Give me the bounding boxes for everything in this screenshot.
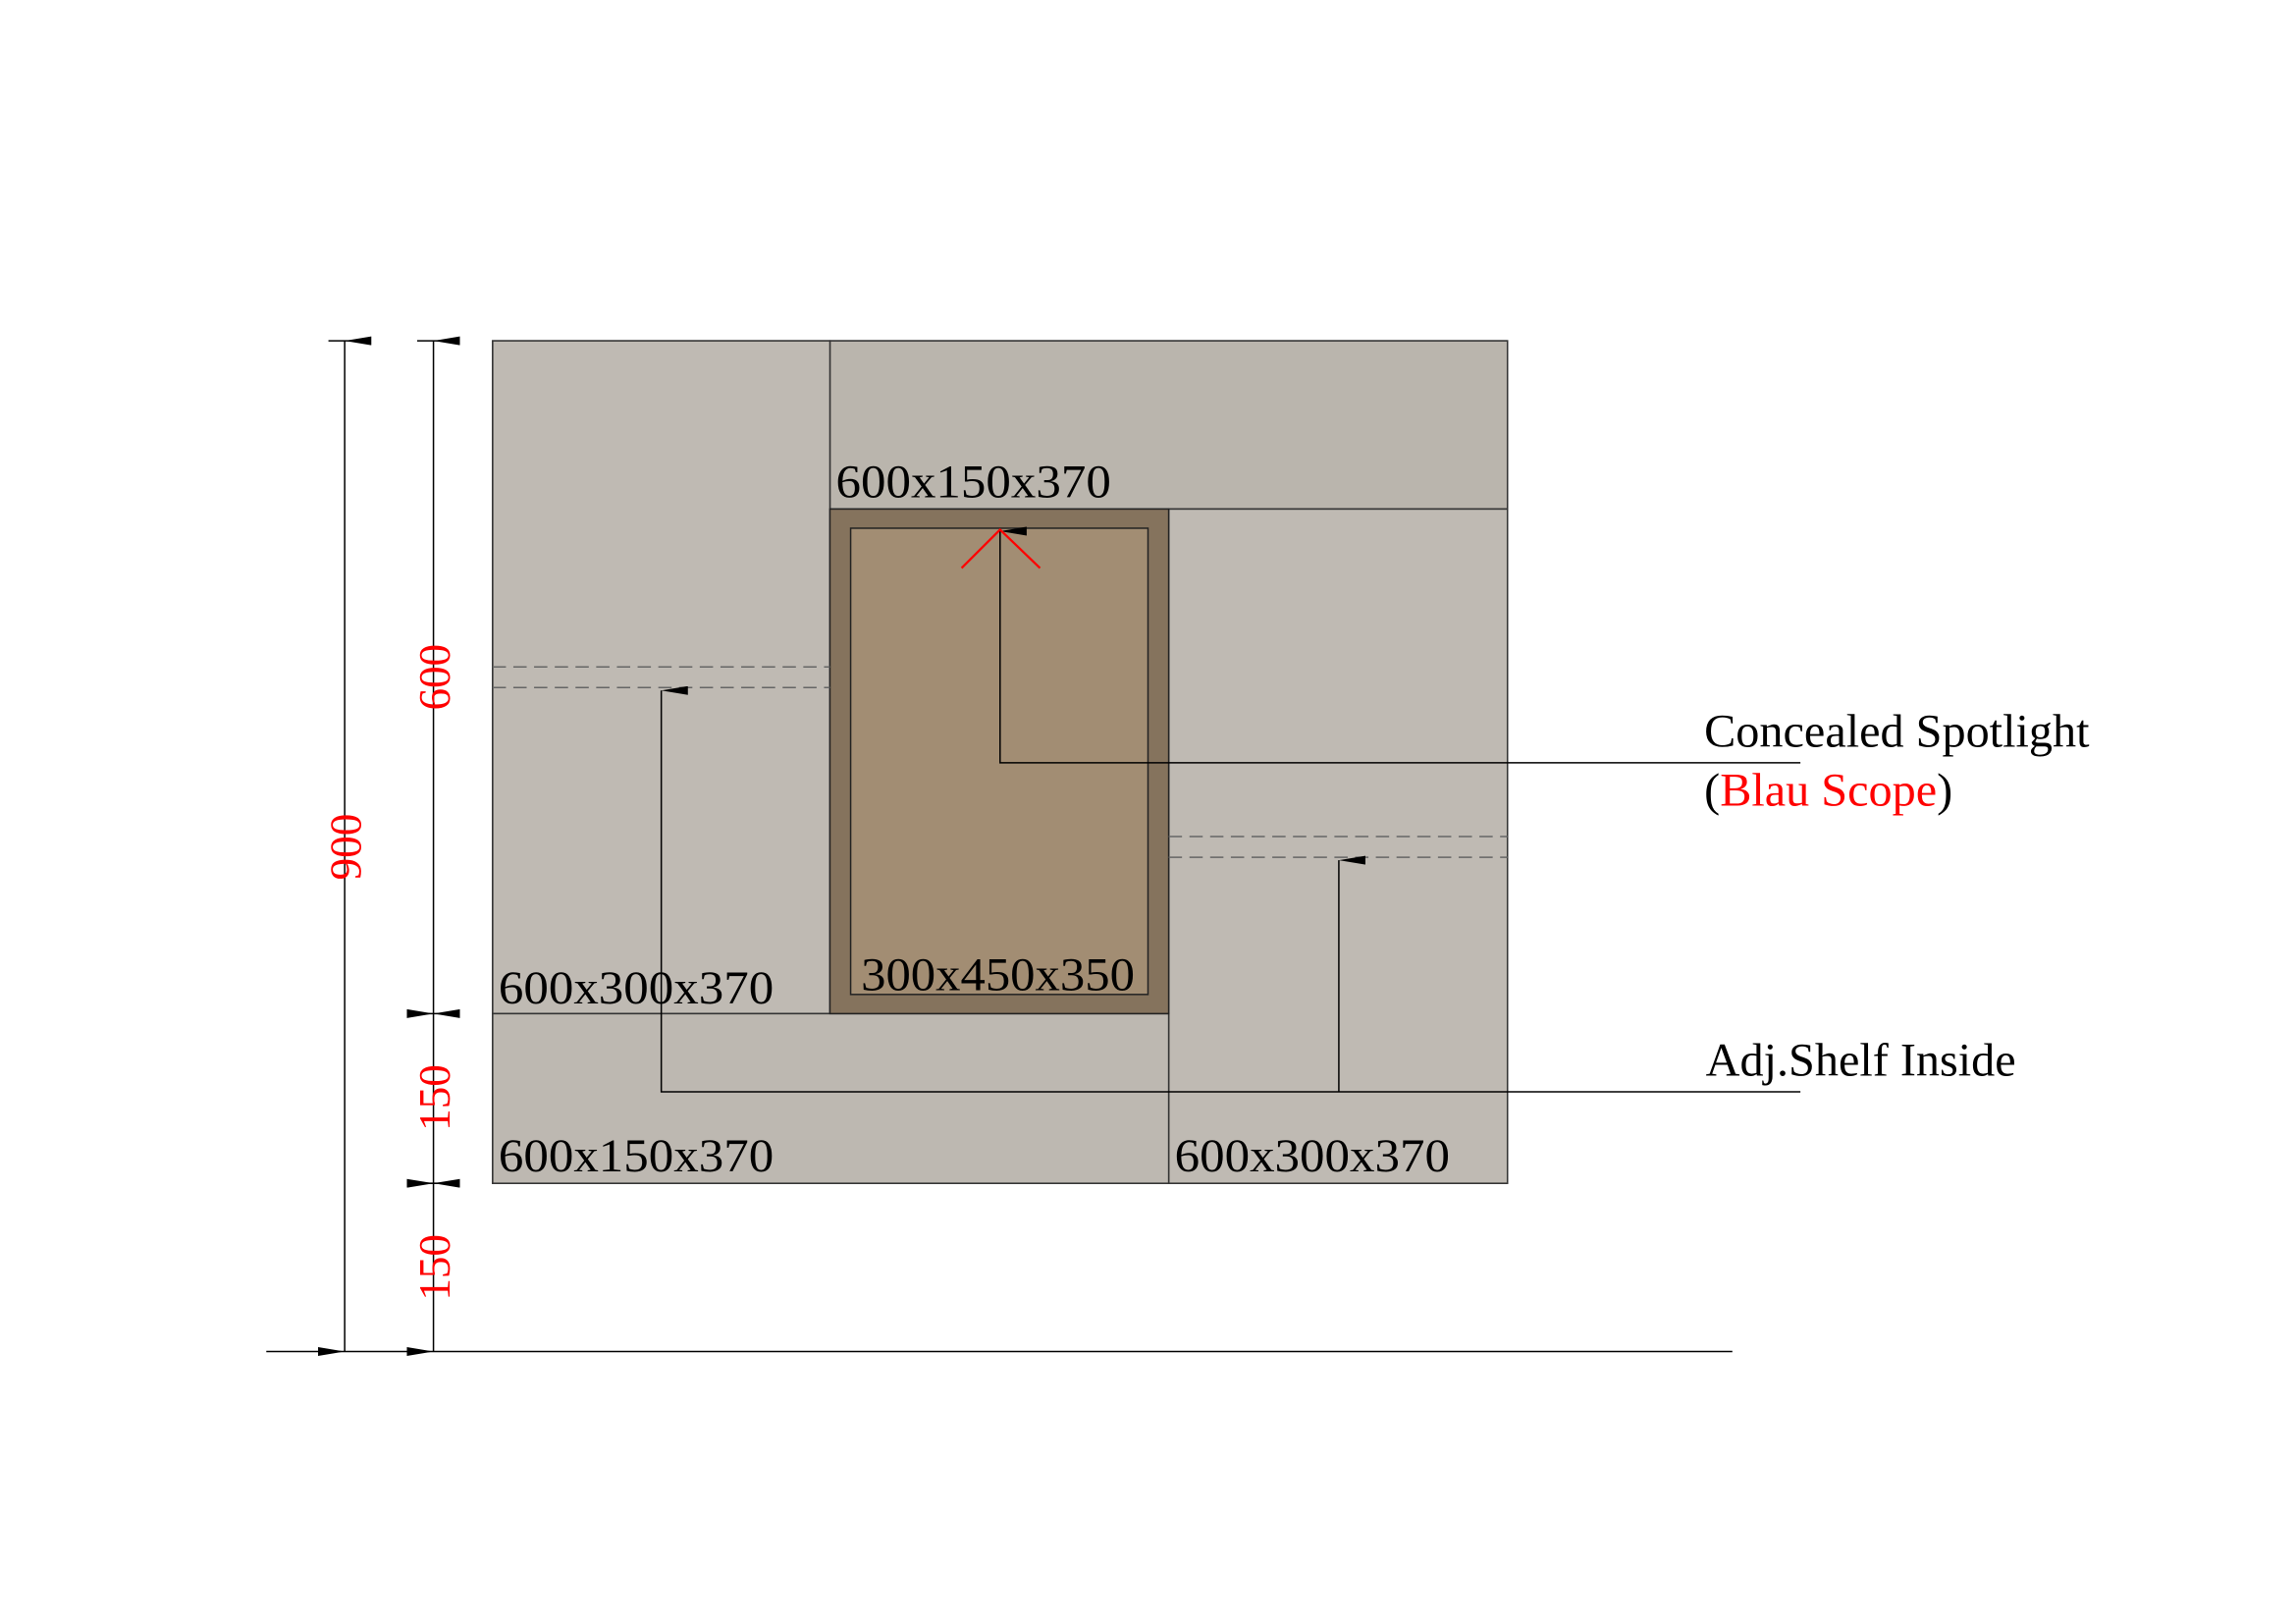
dimension-plinth: 150 [410, 1234, 459, 1301]
module-bottom-left [492, 1012, 1170, 1184]
label-center-niche: 300x450x350 [861, 948, 1135, 1001]
dimension-overall: 900 [322, 814, 371, 881]
label-bottom-left: 600x150x370 [499, 1130, 774, 1182]
note-spotlight-brand-line: (Blau Scope) [1704, 765, 1952, 817]
note-shelf: Adj.Shelf Inside [1706, 1035, 2016, 1087]
module-left [492, 340, 831, 1015]
label-bottom-right: 600x300x370 [1175, 1130, 1450, 1182]
shelf-leader [660, 685, 1801, 1093]
adjustable-shelf-right [1168, 836, 1508, 858]
dimension-middle: 150 [410, 1064, 459, 1131]
label-left: 600x300x370 [499, 962, 774, 1014]
spotlight-leader [999, 526, 1801, 764]
dimension-lines [266, 336, 1733, 1357]
module-top-right [828, 340, 1509, 511]
label-top-right: 600x150x370 [836, 456, 1111, 508]
dimension-upper: 600 [410, 644, 459, 711]
note-spotlight: Concealed Spotlight [1704, 705, 2090, 757]
note-spotlight-brand: Blau Scope [1720, 765, 1937, 817]
spotlight-icon [960, 527, 1041, 569]
